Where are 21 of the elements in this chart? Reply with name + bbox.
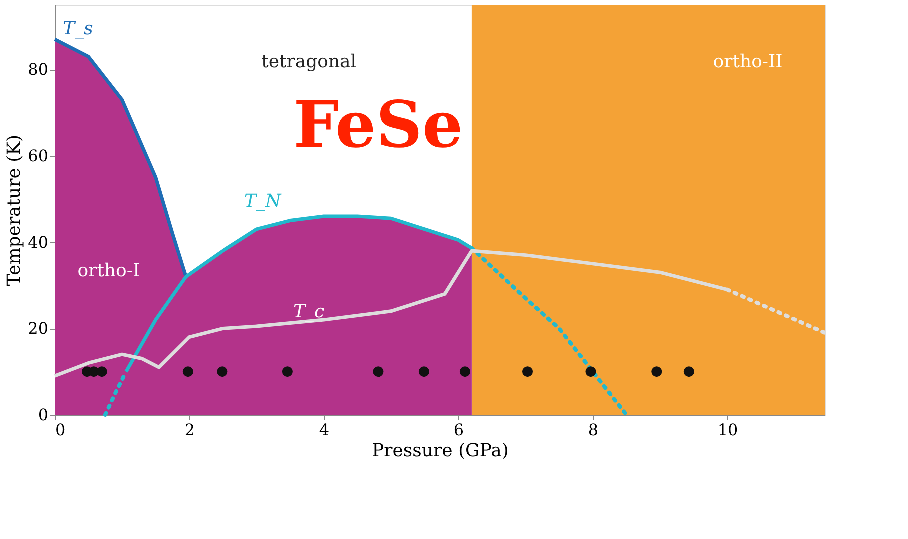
x-tick-label: 0 [56,420,66,440]
annotation: T_s [62,18,94,40]
line-series [53,38,188,279]
y-tick-label: 40 [28,232,48,252]
x-tick-label: 8 [588,420,599,440]
y-tick-label: 20 [28,319,48,338]
text: FeSe [294,88,464,163]
annotation: ortho-I [78,260,140,282]
annotation: T_N [244,190,283,212]
x-tick-label: 10 [718,420,738,440]
annotation: ortho-II [713,51,783,72]
y-axis-title: Temperature (K) [4,134,26,286]
annotation: T_c [294,302,325,322]
y-tick-label: 80 [28,60,48,80]
x-tick-label: 2 [184,420,196,440]
x-tick-label: 4 [319,420,330,440]
y-tick-label: 0 [38,406,48,424]
x-axis-title: Pressure (GPa) [372,440,509,462]
x-tick-label: 6 [454,420,464,440]
annotation: tetragonal [262,51,357,72]
y-tick-label: 60 [28,146,48,166]
